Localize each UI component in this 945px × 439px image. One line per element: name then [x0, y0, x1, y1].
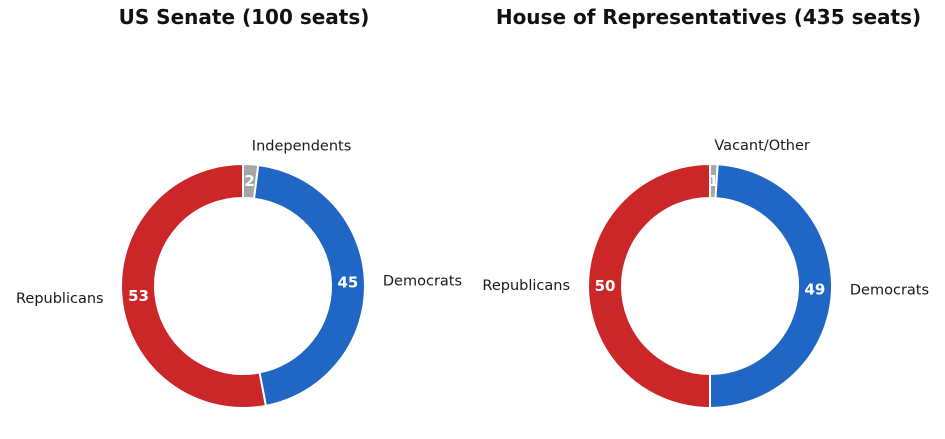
slice-value-democrats: 45	[337, 274, 358, 292]
senate-chart-title: US Senate (100 seats)	[118, 5, 370, 29]
slice-value-republicans: 50	[595, 277, 616, 295]
slice-label-democrats: Democrats	[850, 282, 929, 298]
slice-label-democrats: Democrats	[383, 274, 462, 290]
slice-value-independents: 2	[244, 172, 254, 190]
slice-label-independents: Independents	[252, 138, 351, 154]
donut-slice-democrats	[709, 163, 834, 409]
slice-label-vacant-other: Vacant/Other	[714, 138, 810, 154]
donut-slice-republicans	[120, 163, 267, 409]
donut-slice-democrats	[253, 163, 366, 407]
house-chart-title: House of Representatives (435 seats)	[495, 5, 922, 29]
slice-value-republicans: 53	[128, 287, 149, 305]
slice-value-vacant-other: 1	[708, 172, 718, 190]
senate-chart-panel: US Senate (100 seats) 2 Independents 45 Dem…	[0, 0, 472, 439]
slice-label-republicans: Republicans	[482, 278, 570, 294]
donut-slice-republicans	[587, 163, 711, 409]
slice-value-democrats: 49	[804, 280, 825, 298]
house-chart-panel: House of Representatives (435 seats) 1 Va…	[472, 0, 945, 439]
senate-donut-chart: 2 Independents 45 Democrats 53 Republicans	[16, 138, 462, 409]
slice-label-republicans: Republicans	[16, 291, 104, 307]
house-donut-chart: 1 Vacant/Other 49 Democrats 50 Republicans	[482, 138, 929, 409]
